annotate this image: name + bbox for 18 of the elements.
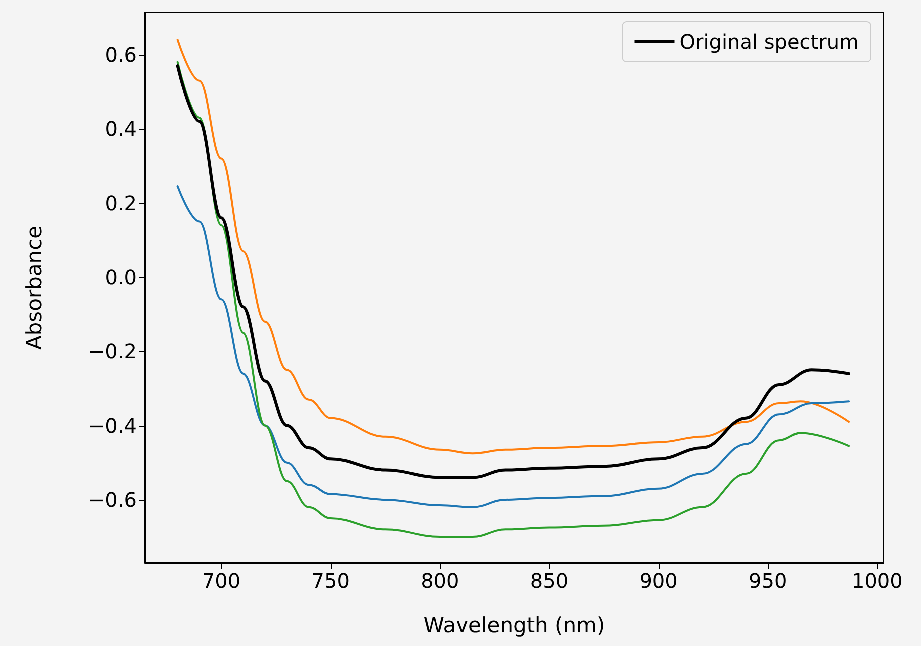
legend-label: Original spectrum [680, 30, 860, 54]
y-tick-label: 0.0 [105, 265, 137, 290]
x-tick-label: 800 [421, 569, 460, 593]
y-tick-label: −0.2 [88, 340, 137, 364]
x-tick-label: 750 [312, 569, 350, 593]
y-tick-label: 0.2 [105, 191, 137, 216]
x-tick-label: 1000 [852, 569, 903, 593]
x-tick-label: 700 [202, 569, 241, 593]
y-axis-title: Absorbance [22, 226, 46, 350]
y-tick-label: 0.4 [105, 117, 137, 142]
line-series [176, 186, 850, 508]
y-tick-label: 0.6 [105, 42, 137, 67]
x-axis-title: Wavelength (nm) [424, 614, 606, 638]
x-tick-label: 900 [640, 569, 678, 593]
y-tick-label: −0.4 [88, 414, 137, 438]
x-tick-label: 850 [530, 569, 569, 593]
y-tick-label: −0.6 [88, 488, 137, 512]
x-tick-label: 950 [749, 569, 788, 593]
